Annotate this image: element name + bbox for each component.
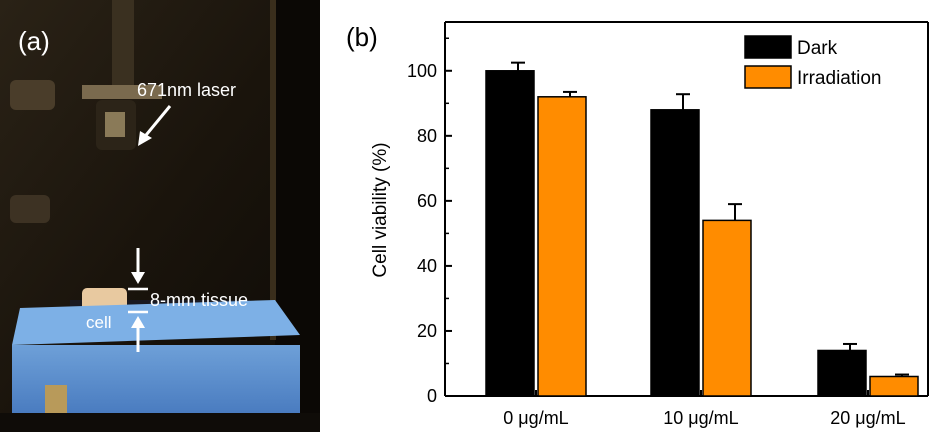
panel-b-label: (b) [346,22,378,52]
bar-irradiation-1 [702,219,752,397]
tissue-label: 8-mm tissue [150,290,248,310]
legend-label-dark: Dark [797,38,838,59]
y-tick-label: 80 [417,126,437,146]
optical-post-left [10,80,55,110]
laser-label: 671nm laser [137,80,236,100]
y-tick-label: 0 [427,386,437,406]
bar-dark-1 [650,109,700,397]
tissue-top-arrow-head [131,272,145,284]
y-axis-title: Cell viability (%) [370,142,391,277]
y-tick-label: 20 [417,321,437,341]
y-tick-label: 60 [417,191,437,211]
enclosure-edge [270,0,276,340]
legend-label-irradiation: Irradiation [797,68,882,89]
tissue-bottom-arrow-head [131,316,145,328]
panel-a-label: (a) [18,26,50,56]
connector [45,385,67,415]
optical-post-left-lower [10,195,50,223]
viability-chart: (b) Cell viability (%) 0 20 40 60 80 100 0 μg/… [346,21,929,428]
x-tick-label: 10 μg/mL [663,408,738,428]
x-tick-label: 20 μg/mL [830,408,905,428]
laser-rod [112,0,134,90]
laser-lens [105,112,125,137]
x-tick-label: 0 μg/mL [503,408,568,428]
laser-arrow-head [138,131,152,146]
photo-bottom [0,413,320,432]
bar-irradiation-2 [869,375,919,397]
legend-swatch-irradiation [744,65,792,89]
legend-swatch-dark [744,35,792,59]
bar-dark-0 [485,70,535,397]
y-tick-label: 100 [407,61,437,81]
laser-arrow [140,105,172,141]
bar-irradiation-0 [537,96,587,397]
sample-stage-top [12,300,300,345]
bar-dark-2 [817,349,867,397]
bars [485,61,919,397]
legend: Dark Irradiation [744,35,882,89]
y-tick-label: 40 [417,256,437,276]
laser-mount [82,85,162,99]
cell-label: cell [86,313,112,332]
setup-photo-panel: 671nm laser 8-mm tissue cell (a) [0,0,320,432]
